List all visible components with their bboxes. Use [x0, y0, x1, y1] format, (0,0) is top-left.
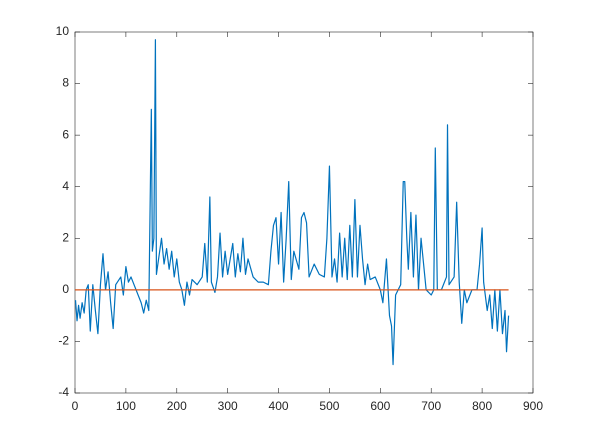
x-tick-label: 700 — [421, 399, 441, 413]
x-tick-label: 500 — [319, 399, 339, 413]
x-tick-label: 400 — [269, 399, 289, 413]
x-tick-label: 0 — [72, 399, 79, 413]
y-tick-label: -4 — [58, 385, 69, 399]
x-tick-label: 800 — [472, 399, 492, 413]
y-tick-label: 0 — [62, 282, 69, 296]
data-line — [74, 39, 510, 366]
y-tick-label: 6 — [62, 127, 69, 141]
y-tick-label: 2 — [62, 230, 69, 244]
x-tick-label: 200 — [167, 399, 187, 413]
y-tick-label: 8 — [62, 76, 69, 90]
x-tick-label: 900 — [523, 399, 543, 413]
y-tick-label: 10 — [56, 24, 70, 38]
x-tick-label: 100 — [116, 399, 136, 413]
x-tick-label: 600 — [370, 399, 390, 413]
x-tick-label: 300 — [218, 399, 238, 413]
y-tick-label: 4 — [62, 179, 69, 193]
y-tick-label: -2 — [58, 334, 69, 348]
